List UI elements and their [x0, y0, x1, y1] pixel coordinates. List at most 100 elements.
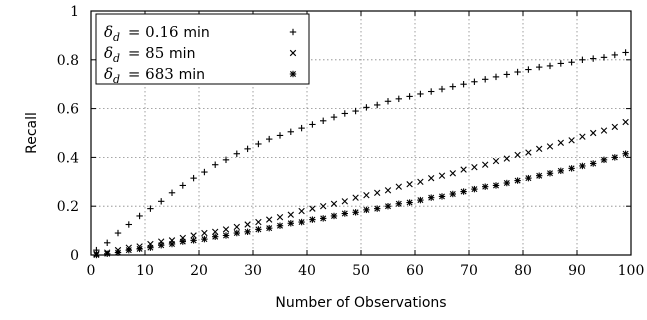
data-point [136, 212, 143, 220]
data-point [222, 232, 230, 239]
data-point [255, 226, 262, 233]
data-point [492, 182, 500, 189]
series-star [93, 150, 629, 259]
data-point [428, 88, 435, 95]
data-point [298, 124, 305, 132]
data-point [168, 240, 176, 248]
data-point [309, 205, 316, 212]
data-point [212, 228, 219, 236]
data-point [179, 238, 186, 245]
data-point [428, 174, 435, 182]
data-point [233, 223, 240, 231]
data-point [395, 95, 402, 103]
data-point [611, 123, 618, 131]
data-point [406, 181, 413, 188]
data-point [125, 246, 132, 254]
data-point [104, 239, 111, 246]
data-point [471, 185, 478, 193]
y-tick-labels: 0 0.2 0.4 0.6 0.8 1 [57, 4, 79, 264]
data-point [384, 203, 392, 210]
data-point [244, 228, 251, 236]
y-tick-label: 0.2 [57, 199, 79, 215]
x-tick-label: 0 [87, 263, 96, 279]
x-tick-label: 20 [190, 263, 208, 279]
data-point [190, 232, 197, 239]
data-point [276, 222, 284, 229]
data-point [384, 187, 392, 194]
data-point [449, 83, 456, 90]
data-point [266, 224, 273, 232]
data-point [503, 179, 510, 187]
data-point [276, 213, 284, 221]
y-tick-label: 1 [70, 4, 79, 20]
data-point [374, 101, 381, 109]
data-point [600, 54, 608, 61]
data-point [374, 189, 381, 196]
data-point [136, 245, 143, 253]
data-point [514, 151, 521, 159]
data-point [255, 218, 262, 226]
legend-marker [289, 70, 297, 78]
data-point [233, 150, 240, 157]
data-point [363, 206, 370, 214]
x-tick-label: 40 [298, 263, 316, 279]
data-point [330, 113, 338, 121]
data-point [417, 90, 424, 98]
data-point [590, 55, 597, 62]
data-point [438, 85, 446, 93]
data-point [482, 76, 489, 83]
data-point [190, 174, 197, 182]
data-point [320, 117, 327, 124]
data-point [201, 229, 208, 237]
data-point [352, 194, 359, 201]
data-point [600, 127, 608, 134]
data-point [428, 194, 435, 201]
data-point [536, 145, 543, 153]
data-point [266, 216, 273, 223]
data-point [363, 192, 370, 199]
data-point [298, 218, 305, 226]
data-point [514, 68, 521, 76]
data-point [546, 170, 554, 177]
data-point [147, 205, 154, 212]
data-point [201, 235, 208, 243]
y-axis-title: Recall [24, 112, 40, 154]
data-point [557, 167, 564, 175]
data-point [536, 172, 543, 179]
data-point [395, 183, 402, 190]
data-point [546, 62, 554, 70]
data-point [471, 78, 478, 85]
data-point [330, 200, 338, 207]
data-point [244, 221, 251, 228]
data-point [287, 128, 294, 135]
legend-label: δd = 0.16 min [104, 23, 210, 44]
data-point [579, 133, 586, 140]
data-point [460, 166, 467, 173]
data-point [309, 121, 316, 128]
legend-label: δd = 683 min [104, 65, 205, 86]
data-point [125, 221, 132, 228]
data-point [568, 59, 575, 66]
data-point [341, 110, 348, 117]
data-point [622, 49, 629, 56]
data-point [222, 226, 230, 233]
y-tick-label: 0 [70, 248, 79, 264]
data-point [471, 163, 478, 171]
data-point [255, 140, 262, 148]
x-tick-label: 100 [618, 263, 645, 279]
data-point [341, 210, 348, 217]
data-point [104, 250, 111, 257]
data-point [568, 165, 575, 172]
data-point [190, 237, 197, 244]
data-point [417, 178, 424, 185]
y-tick-label: 0.6 [57, 102, 79, 118]
data-point [611, 154, 618, 161]
x-tick-labels: 0 10 20 30 40 50 60 70 80 90 100 [87, 263, 645, 279]
data-point [352, 107, 359, 115]
legend-marker [289, 49, 297, 57]
data-point [438, 193, 446, 200]
data-point [320, 203, 327, 210]
data-point [266, 135, 273, 143]
